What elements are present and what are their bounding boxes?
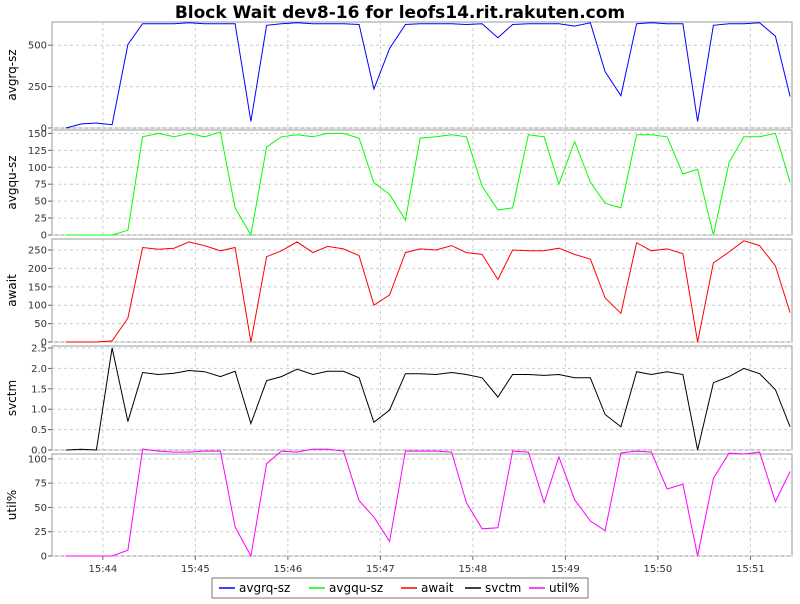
y-tick-label: 1.0 <box>31 405 47 416</box>
y-tick-label: 150 <box>28 129 47 140</box>
plot-frame-await <box>51 238 793 343</box>
legend-label: avgrq-sz <box>239 581 290 595</box>
y-tick-label: 50 <box>34 319 47 330</box>
x-tick-label: 15:45 <box>181 564 210 575</box>
legend-label: util% <box>549 581 579 595</box>
y-tick-label: 50 <box>34 197 47 208</box>
y-tick-label: 0.5 <box>31 425 47 436</box>
y-tick-label: 250 <box>28 246 47 257</box>
y-tick-label: 125 <box>28 146 47 157</box>
y-tick-label: 0 <box>41 338 47 349</box>
y-tick-label: 0 <box>41 231 47 242</box>
y-tick-label: 2.0 <box>31 364 47 375</box>
plot-frame-avgqu-sz <box>51 129 793 236</box>
x-tick-label: 15:47 <box>366 564 395 575</box>
series-line-avgqu-sz <box>65 131 791 237</box>
y-tick-label: 0 <box>41 124 47 135</box>
series-line-await <box>65 240 791 343</box>
y-axis-label: await <box>5 274 19 307</box>
y-axis-label: svctm <box>5 380 19 416</box>
y-tick-label: 100 <box>28 163 47 174</box>
y-tick-label: 100 <box>28 301 47 312</box>
y-axis-label: util% <box>5 490 19 520</box>
legend-label: svctm <box>485 581 521 595</box>
series-line-avgrq-sz <box>65 22 791 129</box>
legend-box <box>211 577 589 599</box>
series-line-svctm <box>65 347 791 451</box>
y-tick-label: 25 <box>34 214 47 225</box>
y-tick-label: 200 <box>28 264 47 275</box>
y-tick-label: 75 <box>34 479 47 490</box>
y-tick-label: 1.5 <box>31 384 47 395</box>
x-tick-label: 15:48 <box>458 564 487 575</box>
y-tick-label: 100 <box>28 454 47 465</box>
y-tick-label: 25 <box>34 527 47 538</box>
x-tick-label: 15:51 <box>736 564 765 575</box>
plot-frame-avgrq-sz <box>51 21 793 129</box>
y-tick-label: 75 <box>34 180 47 191</box>
x-tick-label: 15:50 <box>643 564 672 575</box>
chart-title: Block Wait dev8-16 for leofs14.rit.rakut… <box>175 3 625 23</box>
y-axis-label: avgqu-sz <box>5 155 19 209</box>
y-tick-label: 50 <box>34 503 47 514</box>
legend-label: avgqu-sz <box>329 581 383 595</box>
series-line-util% <box>65 448 791 558</box>
plot-frame-util% <box>51 453 793 557</box>
x-tick-label: 15:49 <box>551 564 580 575</box>
x-tick-label: 15:44 <box>88 564 117 575</box>
y-tick-label: 250 <box>28 82 47 93</box>
x-tick-label: 15:46 <box>273 564 302 575</box>
plot-frame-svctm <box>51 345 793 451</box>
y-tick-label: 2.5 <box>31 344 47 355</box>
y-tick-label: 0.0 <box>31 446 47 457</box>
y-tick-label: 150 <box>28 282 47 293</box>
y-axis-label: avgrq-sz <box>5 49 19 100</box>
y-tick-label: 0 <box>41 552 47 563</box>
legend-label: await <box>421 581 454 595</box>
y-tick-label: 500 <box>28 41 47 52</box>
